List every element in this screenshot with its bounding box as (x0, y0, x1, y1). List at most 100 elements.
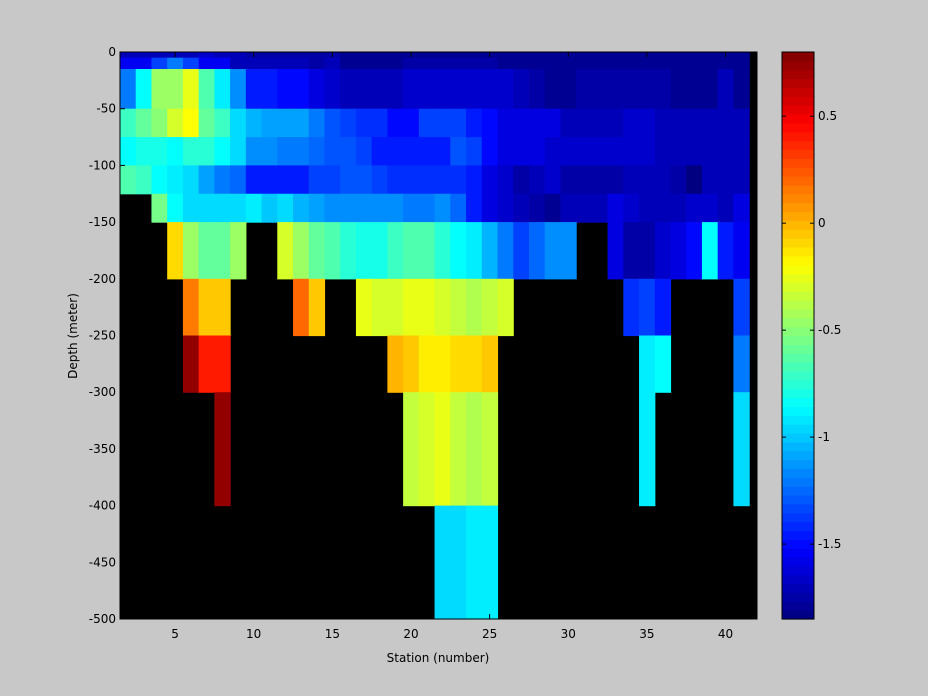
heatmap-cell (198, 57, 215, 70)
heatmap-cell (151, 193, 168, 223)
heatmap-cell (591, 193, 609, 223)
heatmap-cell (308, 165, 326, 195)
heatmap-cell (293, 137, 310, 166)
colorbar-swatch (782, 379, 814, 390)
heatmap-cell (639, 335, 656, 393)
heatmap-cell (733, 69, 750, 110)
heatmap-cell (135, 57, 153, 70)
heatmap-cell (450, 108, 467, 138)
x-tick-label: 25 (482, 627, 497, 641)
heatmap-cell (450, 193, 467, 223)
heatmap-cell (450, 57, 467, 70)
heatmap-cell (686, 222, 703, 280)
colorbar-swatch (782, 131, 814, 142)
heatmap-cell (387, 137, 404, 166)
heatmap-cell (355, 57, 373, 70)
colorbar-swatch (782, 477, 814, 487)
heatmap-cell (654, 137, 672, 166)
heatmap-cell (450, 137, 467, 166)
x-tick-label: 15 (325, 627, 340, 641)
heatmap-cell (528, 108, 546, 138)
heatmap-cell (733, 222, 750, 280)
heatmap-cell (513, 52, 530, 59)
heatmap-cell (403, 108, 420, 138)
heatmap-cell (403, 392, 420, 507)
heatmap-cell (576, 69, 593, 110)
heatmap-cell (623, 165, 640, 195)
colorbar-swatch (782, 52, 814, 62)
heatmap-cell (623, 108, 640, 138)
heatmap-cell (293, 165, 310, 195)
heatmap-cell (434, 165, 451, 195)
heatmap-cell (528, 222, 546, 280)
heatmap-cell (434, 505, 451, 620)
heatmap-cell (733, 57, 750, 70)
heatmap-cell (434, 392, 451, 507)
heatmap-cell (654, 69, 672, 110)
heatmap-cell (450, 278, 467, 337)
heatmap-cell (324, 69, 341, 110)
heatmap-cell (450, 69, 467, 110)
heatmap-cell (623, 278, 640, 337)
heatmap-cell (387, 108, 404, 138)
x-axis: 5 10 15 20 25 30 35 40 (171, 52, 733, 641)
heatmap-cell (371, 222, 388, 280)
heatmap-cell (135, 52, 153, 59)
heatmap-cell (591, 52, 609, 59)
heatmap-cell (717, 108, 735, 138)
colorbar-tick-label: 0 (818, 216, 826, 230)
colorbar-swatch (782, 229, 814, 239)
heatmap-cells (120, 52, 750, 620)
heatmap-cell (371, 69, 388, 110)
heatmap-cell (151, 52, 168, 59)
heatmap-cell (450, 222, 467, 280)
heatmap-cell (434, 335, 451, 393)
heatmap-cell (544, 165, 561, 195)
heatmap-cell (560, 108, 577, 138)
colorbar-swatch (782, 176, 814, 186)
heatmap-cell (371, 165, 388, 195)
heatmap-cell (576, 165, 593, 195)
heatmap-cell (481, 505, 499, 620)
heatmap-cell (654, 57, 672, 70)
heatmap-cell (245, 69, 263, 110)
heatmap-cell (481, 57, 499, 70)
heatmap-cell (214, 137, 231, 166)
heatmap-cell (607, 165, 624, 195)
heatmap-cell (418, 69, 436, 110)
heatmap-cell (639, 222, 656, 280)
colorbar-swatch (782, 494, 814, 505)
colorbar-swatch (782, 512, 814, 523)
y-tick-label: -200 (89, 272, 116, 286)
colorbar-swatch (782, 397, 814, 407)
heatmap-cell (387, 69, 404, 110)
heatmap-cell (513, 137, 530, 166)
heatmap-cell (371, 108, 388, 138)
heatmap-cell (623, 69, 640, 110)
heatmap-cell (733, 52, 750, 59)
heatmap-cell (528, 69, 546, 110)
colorbar-swatch (782, 406, 814, 416)
heatmap-cell (230, 137, 247, 166)
heatmap-cell (466, 335, 483, 393)
heatmap-cell (261, 57, 278, 70)
heatmap-cell (513, 165, 530, 195)
heatmap-cell (497, 278, 514, 337)
heatmap-cell (497, 193, 514, 223)
heatmap-cell (293, 57, 310, 70)
heatmap-cell (639, 108, 656, 138)
heatmap-cell (245, 57, 263, 70)
heatmap-cell (245, 137, 263, 166)
heatmap-cell (560, 165, 577, 195)
heatmap-cell (277, 137, 294, 166)
colorbar-swatch (782, 246, 814, 257)
heatmap-cell (466, 193, 483, 223)
heatmap-cell (497, 165, 514, 195)
heatmap-cell (466, 165, 483, 195)
heatmap-cell (418, 193, 436, 223)
colorbar-swatch (782, 264, 814, 275)
y-tick-label: -350 (89, 442, 116, 456)
colorbar-swatch (782, 450, 814, 461)
heatmap-cell (198, 108, 215, 138)
heatmap-cell (308, 108, 326, 138)
